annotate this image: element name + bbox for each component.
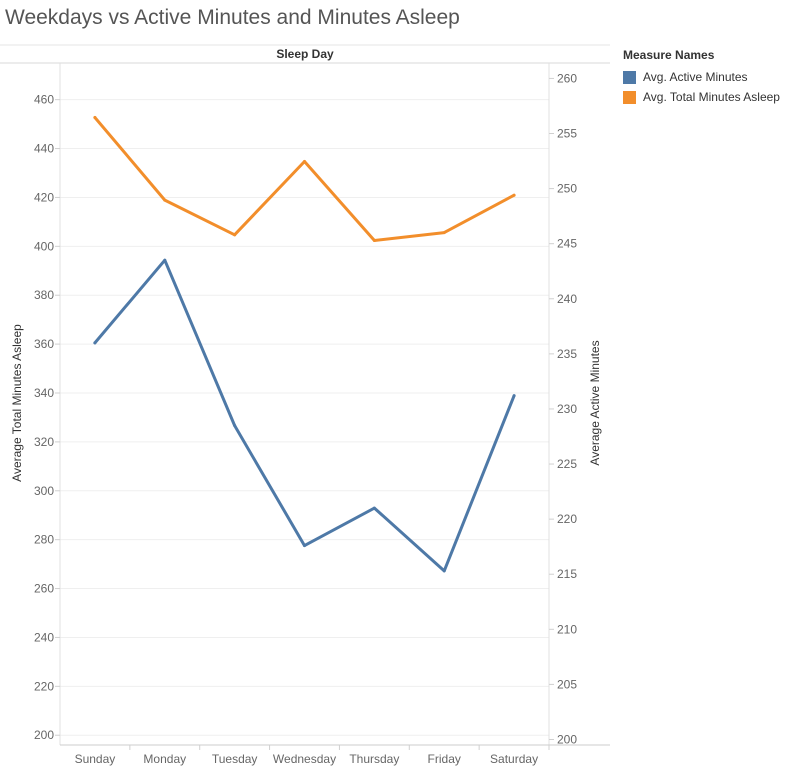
data-point	[163, 198, 167, 202]
x-tick-label: Saturday	[490, 752, 538, 766]
right-tick-label: 210	[557, 622, 577, 636]
right-tick-label: 245	[557, 237, 577, 251]
left-axis-label: Average Total Minutes Asleep	[10, 324, 24, 482]
left-tick-label: 300	[34, 484, 54, 498]
data-point	[442, 231, 446, 235]
data-point	[93, 116, 97, 120]
legend-swatch-active-minutes	[623, 70, 636, 84]
legend-title: Measure Names	[623, 48, 715, 62]
right-tick-label: 200	[557, 732, 577, 746]
chart-title: Weekdays vs Active Minutes and Minutes A…	[5, 6, 460, 29]
x-axis-ticks: Sunday Monday Tuesday Wednesday Thursday Frid…	[75, 745, 550, 766]
left-tick-label: 380	[34, 288, 54, 302]
right-tick-label: 225	[557, 457, 577, 471]
gridlines	[60, 99, 549, 736]
data-point	[512, 394, 516, 398]
data-point	[303, 544, 306, 548]
x-tick-label: Tuesday	[212, 752, 258, 766]
right-tick-label: 230	[557, 402, 577, 416]
data-point	[442, 569, 446, 573]
legend-item-minutes-asleep[interactable]: Avg. Total Minutes Asleep	[623, 87, 795, 107]
left-axis-ticks: 200 220 240 260 280 300 320 340 360 380 400 420 440 4…	[34, 93, 60, 742]
data-point	[233, 423, 237, 427]
left-tick-label: 360	[34, 337, 54, 351]
data-point	[372, 506, 376, 510]
left-tick-label: 320	[34, 435, 54, 449]
left-tick-label: 240	[34, 630, 54, 644]
data-point	[233, 233, 237, 237]
right-axis-ticks: 200 205 210 215 220 225 230 235 240 245 250 255 260	[549, 71, 577, 746]
legend-item-active-minutes[interactable]: Avg. Active Minutes	[623, 67, 795, 87]
column-header: Sleep Day	[276, 47, 334, 61]
right-tick-label: 205	[557, 677, 577, 691]
right-tick-label: 250	[557, 182, 577, 196]
x-tick-label: Monday	[143, 752, 186, 766]
right-tick-label: 235	[557, 347, 577, 361]
x-tick-label: Sunday	[75, 752, 116, 766]
right-tick-label: 220	[557, 512, 577, 526]
right-tick-label: 260	[557, 71, 577, 85]
legend: Measure Names Avg. Active Minutes Avg. T…	[623, 48, 795, 107]
data-point	[372, 238, 376, 242]
x-tick-label: Wednesday	[273, 752, 336, 766]
left-tick-label: 200	[34, 728, 54, 742]
left-tick-label: 440	[34, 142, 54, 156]
right-axis-label: Average Active Minutes	[588, 340, 602, 465]
right-tick-label: 215	[557, 567, 577, 581]
right-tick-label: 240	[557, 292, 577, 306]
series-lines	[93, 116, 516, 573]
data-point	[93, 341, 97, 345]
series-line-active-minutes	[93, 258, 516, 573]
left-tick-label: 340	[34, 386, 54, 400]
left-tick-label: 460	[34, 93, 54, 107]
left-tick-label: 220	[34, 679, 54, 693]
x-tick-label: Thursday	[349, 752, 399, 766]
left-tick-label: 400	[34, 239, 54, 253]
x-tick-label: Friday	[428, 752, 461, 766]
data-point	[163, 258, 167, 262]
legend-label-active-minutes: Avg. Active Minutes	[643, 70, 748, 84]
left-tick-label: 420	[34, 190, 54, 204]
right-tick-label: 255	[557, 127, 577, 141]
legend-label-minutes-asleep: Avg. Total Minutes Asleep	[643, 90, 780, 104]
legend-swatch-minutes-asleep	[623, 90, 636, 104]
data-point	[303, 160, 306, 164]
series-line-minutes-asleep	[93, 116, 516, 242]
left-tick-label: 260	[34, 582, 54, 596]
left-tick-label: 280	[34, 533, 54, 547]
data-point	[512, 193, 516, 197]
